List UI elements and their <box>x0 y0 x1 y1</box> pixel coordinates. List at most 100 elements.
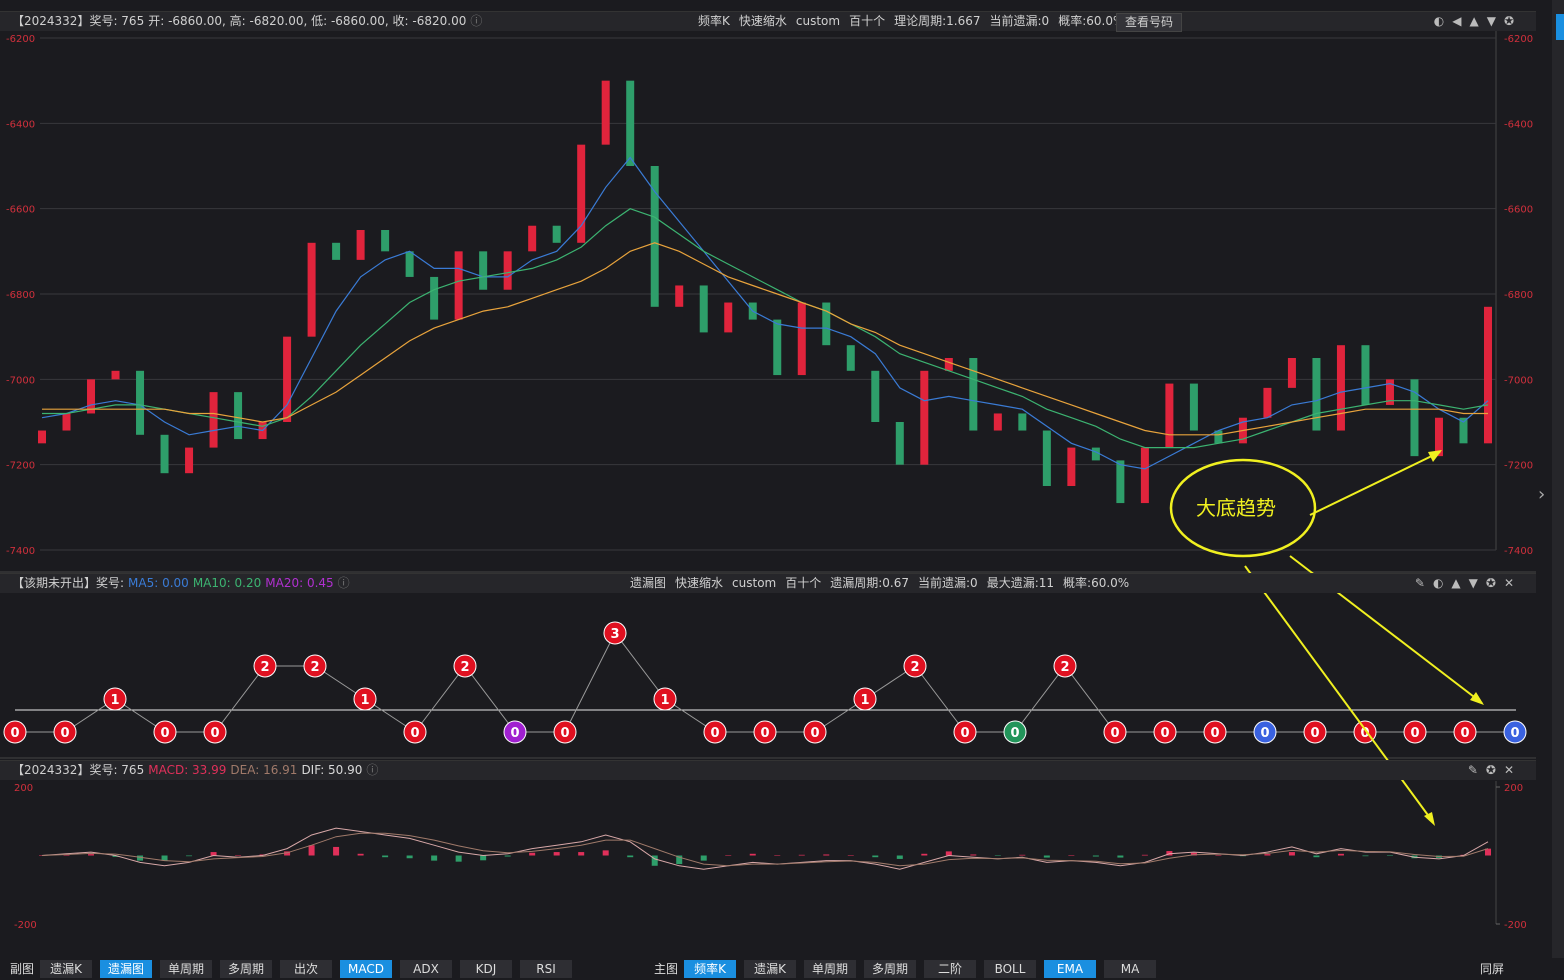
scroll-thumb[interactable] <box>1556 14 1564 40</box>
toolbar-button[interactable]: 遗漏图 <box>100 960 152 978</box>
miss-label: 0 <box>810 726 819 741</box>
header-left: 【2024332】奖号: 765 开: -6860.00, 高: -6820.00… <box>12 12 486 31</box>
miss-label: 0 <box>1010 726 1019 741</box>
candle <box>1459 417 1468 444</box>
header-info-item: 当前遗漏:0 <box>989 14 1050 28</box>
miss-node <box>1403 720 1427 744</box>
candle <box>1214 430 1223 444</box>
arrowhead <box>1470 692 1484 705</box>
toolbar-button[interactable]: 二阶 <box>924 960 976 978</box>
toolbar-button[interactable]: 频率K <box>684 960 736 978</box>
miss-label: 0 <box>1260 726 1269 741</box>
miss-node <box>503 720 527 744</box>
macd-bar <box>1141 854 1148 856</box>
macd-bar <box>529 852 536 856</box>
header-macd: MACD: 33.99 <box>148 763 227 777</box>
candle <box>479 251 488 290</box>
charts: › -6200 -6200 -6400 -6400 -6600 -6600 -6800 -68… <box>0 0 1564 958</box>
miss-label: 0 <box>1510 726 1519 741</box>
miss-label: 0 <box>410 726 419 741</box>
macd-bar <box>480 855 487 861</box>
macd-bar <box>749 853 756 856</box>
miss-node <box>453 654 477 678</box>
toolbar-button[interactable]: 单周期 <box>160 960 212 978</box>
help-icon[interactable]: ⓘ <box>337 576 350 590</box>
candle <box>160 434 169 474</box>
macd-bar <box>798 854 805 856</box>
candle <box>1042 430 1051 486</box>
candle <box>283 336 292 422</box>
toolbar-button[interactable]: 多周期 <box>864 960 916 978</box>
candle <box>356 230 365 260</box>
candle <box>1189 383 1198 431</box>
macd-bar <box>1190 852 1197 856</box>
header-info-item: 最大遗漏:11 <box>986 576 1055 590</box>
miss-label: 0 <box>560 726 569 741</box>
macd-bar <box>578 852 585 856</box>
toolbar-button[interactable]: 出次 <box>280 960 332 978</box>
toolbar-button[interactable]: RSI <box>520 960 572 978</box>
miss-node <box>703 720 727 744</box>
header-detail: 开: -6860.00, 高: -6820.00, 低: -6860.00, 收… <box>148 14 467 28</box>
miss-node <box>53 720 77 744</box>
candle <box>969 358 978 431</box>
macd-bar <box>1215 855 1222 856</box>
candle <box>626 80 635 166</box>
help-icon[interactable]: ⓘ <box>470 14 483 28</box>
macd-bar <box>725 855 732 856</box>
panel-icons[interactable]: ◐◀▲▼✪ <box>1433 14 1522 28</box>
macd-line <box>41 832 1489 867</box>
miss-label: 0 <box>510 726 519 741</box>
miss-node <box>303 654 327 678</box>
candle <box>846 345 855 371</box>
macd-bar <box>333 846 340 856</box>
toolbar-button[interactable]: ADX <box>400 960 452 978</box>
macd-bar <box>872 855 879 858</box>
header-info: 遗漏图 快速缩水 custom 百十个 遗漏周期:0.67 当前遗漏:0 最大遗漏:11 概率… <box>630 574 1138 593</box>
macd-bar <box>88 854 95 856</box>
macd-bar <box>235 855 242 856</box>
macd-bar <box>676 855 683 865</box>
lookup-button[interactable]: 查看号码 <box>1116 13 1183 32</box>
toolbar-button[interactable]: 遗漏K <box>744 960 796 978</box>
macd-bar <box>1068 855 1075 856</box>
header-left: 【该期未开出】奖号: MA5: 0.00 MA10: 0.20 MA20: 0.45 ⓘ <box>12 574 354 593</box>
toolbar-button[interactable]: 多周期 <box>220 960 272 978</box>
header-title: 【2024332】奖号: 765 <box>12 763 145 777</box>
toolbar-button[interactable]: 同屏 <box>1479 962 1504 976</box>
ma-line <box>41 156 1489 470</box>
candle <box>1385 379 1394 405</box>
panel-icons[interactable]: ✎✪✕ <box>1467 763 1522 777</box>
miss-label: 0 <box>1410 726 1419 741</box>
toolbar-button[interactable]: KDJ <box>460 960 512 978</box>
macd-bar <box>847 855 854 856</box>
header-ma: MA20: 0.45 <box>265 576 334 590</box>
header-info-item: 理论周期:1.667 <box>894 14 981 28</box>
toolbar-button[interactable]: 单周期 <box>804 960 856 978</box>
expand-arrow[interactable]: › <box>1538 484 1545 505</box>
toolbar-button[interactable]: EMA <box>1044 960 1096 978</box>
miss-node <box>1003 720 1027 744</box>
toolbar-button[interactable]: BOLL <box>984 960 1036 978</box>
macd-bar <box>431 855 438 861</box>
miss-node <box>1153 720 1177 744</box>
miss-node <box>853 687 877 711</box>
help-icon[interactable]: ⓘ <box>366 763 379 777</box>
candle <box>871 370 880 422</box>
candle <box>528 225 537 252</box>
toolbar-end: 同屏 <box>1478 958 1510 980</box>
y-tick-label: -7400 <box>6 546 35 557</box>
miss-node <box>603 621 627 645</box>
macd-bar <box>1043 855 1050 858</box>
y-tick-label: -200 <box>1504 920 1527 931</box>
candle <box>87 379 96 414</box>
candle <box>552 225 561 243</box>
panel-icons[interactable]: ✎◐▲▼✪✕ <box>1414 576 1522 590</box>
candle <box>724 302 733 333</box>
toolbar-button[interactable]: MA <box>1104 960 1156 978</box>
header-info-item: 当前遗漏:0 <box>918 576 978 590</box>
y-tick-label: 200 <box>14 783 33 794</box>
toolbar-button[interactable]: 遗漏K <box>40 960 92 978</box>
toolbar-button[interactable]: MACD <box>340 960 392 978</box>
macd-bar <box>553 852 560 856</box>
